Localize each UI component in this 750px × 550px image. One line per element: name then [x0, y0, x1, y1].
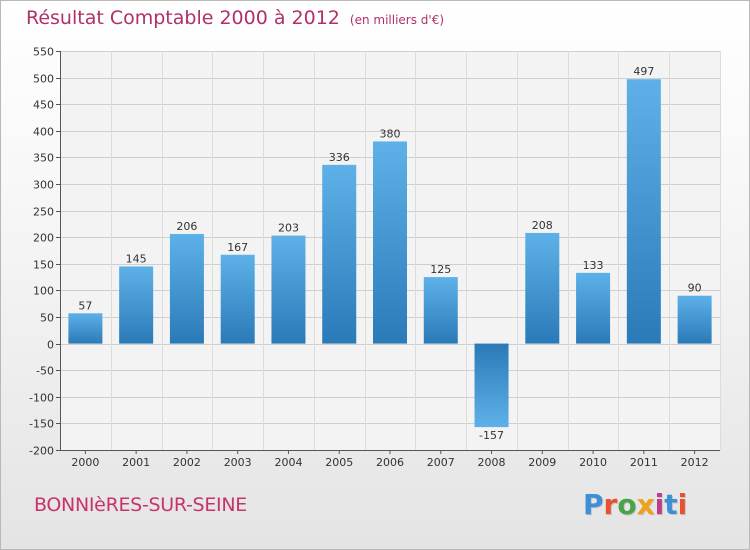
bar-2011 [626, 79, 661, 344]
brand-letter: x [636, 488, 655, 521]
x-tick-label: 2002 [173, 456, 201, 469]
y-tick-label: -150 [29, 418, 54, 431]
brand-letter: r [603, 488, 618, 521]
y-tick-label: 0 [47, 339, 54, 352]
x-tick-label: 2005 [325, 456, 353, 469]
y-tick-label: 100 [33, 285, 54, 298]
bar-2009 [525, 232, 560, 344]
bar-2003 [220, 254, 255, 344]
bar-2004 [271, 235, 306, 344]
town-name: BONNIèRES-SUR-SEINE [34, 494, 247, 516]
bars-group [68, 79, 712, 428]
x-tick-label: 2004 [274, 456, 302, 469]
brand-letter: o [617, 488, 637, 521]
y-tick-label: 400 [33, 126, 54, 139]
bar-2001 [119, 266, 154, 344]
brand-letter: i [654, 488, 665, 521]
value-label: 125 [430, 263, 451, 276]
y-tick-label: 50 [40, 312, 54, 325]
bar-2012 [677, 295, 712, 344]
y-tick-label: -200 [29, 445, 54, 458]
value-label: 57 [78, 299, 92, 312]
brand-letter: i [677, 488, 688, 521]
value-label: 208 [532, 219, 553, 232]
y-tick-label: -100 [29, 392, 54, 405]
x-tick-label: 2008 [478, 456, 506, 469]
proxiti-logo: Proxiti [583, 488, 687, 521]
brand-letter: t [664, 488, 678, 521]
x-tick-label: 2006 [376, 456, 404, 469]
y-tick-label: 500 [33, 73, 54, 86]
x-tick-label: 2007 [427, 456, 455, 469]
y-tick-label: -50 [36, 365, 54, 378]
bar-2006 [373, 141, 407, 344]
chart-subtitle: (en milliers d'€) [349, 13, 445, 27]
x-tick-label: 2003 [224, 456, 252, 469]
bar-2000 [68, 313, 103, 344]
axes: -200 -150 -100 -50 0 50 100 150 200 250 300 350 400 4… [29, 46, 720, 469]
x-tick-label: 2000 [71, 456, 99, 469]
value-label: 497 [633, 65, 654, 78]
value-label: -157 [479, 429, 504, 442]
value-label: 133 [583, 259, 604, 272]
value-label: 380 [380, 127, 401, 140]
bar-2010 [576, 272, 611, 344]
y-tick-label: 300 [33, 179, 54, 192]
y-tick-label: 550 [33, 46, 54, 59]
value-label: 145 [126, 252, 147, 265]
y-tick-label: 350 [33, 152, 54, 165]
value-label: 90 [688, 282, 702, 295]
x-tick-label: 2001 [122, 456, 150, 469]
value-label: 336 [329, 151, 350, 164]
chart-header: Résultat Comptable 2000 à 2012 (en millie… [26, 7, 444, 29]
brand-letter: P [583, 488, 604, 521]
bar-2008 [474, 343, 509, 428]
value-label: 167 [227, 241, 248, 254]
y-tick-label: 150 [33, 259, 54, 272]
y-tick-label: 200 [33, 232, 54, 245]
value-label: 203 [278, 222, 299, 235]
x-tick-label: 2011 [630, 456, 658, 469]
y-tick-label: 250 [33, 206, 54, 219]
data-labels: 57 145 206 167 203 336 380 125 -157 208 133 497 90 [78, 65, 701, 442]
bar-2007 [423, 277, 458, 344]
x-tick-label: 2010 [579, 456, 607, 469]
chart-title: Résultat Comptable 2000 à 2012 [26, 7, 340, 29]
bar-2005 [322, 164, 357, 344]
x-tick-label: 2009 [528, 456, 556, 469]
bar-2002 [169, 234, 204, 344]
x-tick-label: 2012 [681, 456, 709, 469]
value-label: 206 [176, 220, 197, 233]
y-tick-label: 450 [33, 99, 54, 112]
